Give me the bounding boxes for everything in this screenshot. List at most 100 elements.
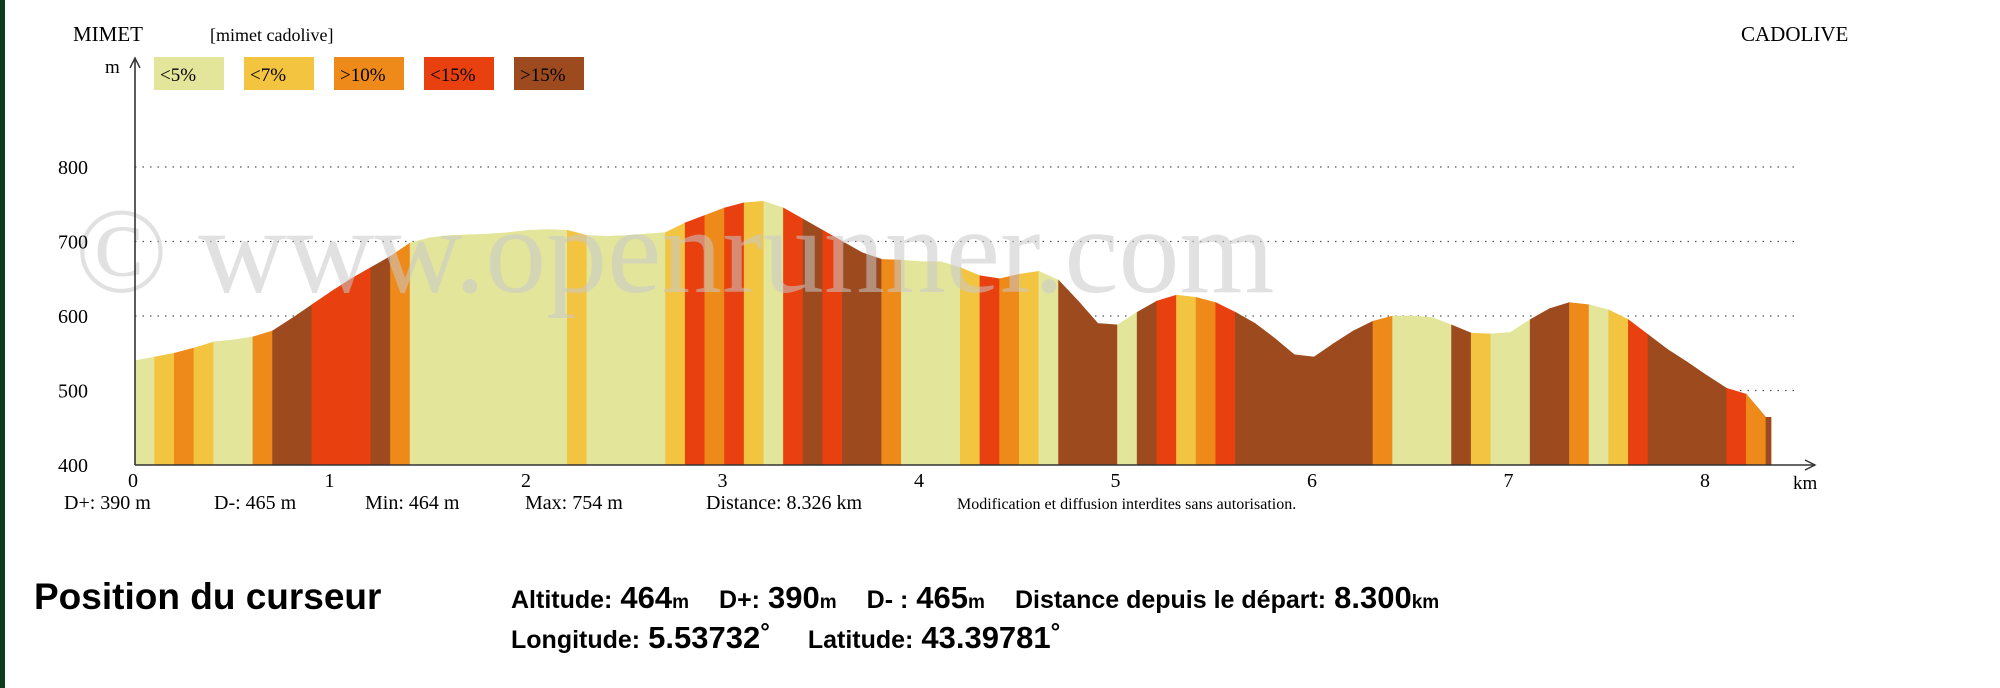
end-label: CADOLIVE — [1741, 22, 1848, 46]
elevation-segment — [1254, 322, 1275, 466]
elevation-segment — [1706, 375, 1727, 466]
dplus-label: D+: — [719, 586, 760, 614]
stat-min: Min: 464 m — [365, 492, 460, 514]
elevation-segment — [1726, 387, 1747, 466]
legend-swatch — [424, 57, 494, 90]
watermark: © www.openrunner.com — [75, 184, 1274, 319]
legend-label: <5% — [160, 65, 196, 86]
dminus-label: D- : — [866, 586, 909, 614]
elevation-segment — [1274, 337, 1295, 466]
elevation-segment — [193, 341, 214, 466]
legend-swatch — [154, 57, 224, 90]
elevation-segment — [1588, 304, 1610, 466]
x-tick-label: 1 — [325, 470, 335, 492]
x-tick-label: 4 — [914, 470, 924, 492]
latitude-value: 43.39781 — [921, 620, 1051, 655]
elevation-segment — [1470, 332, 1492, 466]
elevation-segment — [1411, 315, 1433, 466]
y-tick-label: 700 — [58, 232, 88, 254]
dminus-value: 465 — [916, 580, 969, 615]
legend: <5% <7% >10% <15% >15% — [154, 57, 584, 90]
longitude-degree: ° — [760, 619, 770, 646]
legend-label: >15% — [520, 65, 566, 86]
legend-swatch — [244, 57, 314, 90]
elevation-segment — [1549, 302, 1570, 466]
elevation-segment — [1294, 354, 1315, 466]
dminus-unit: m — [968, 592, 985, 613]
y-axis-label: m — [105, 57, 120, 78]
x-tick-label: 2 — [521, 470, 531, 492]
elevation-segment — [134, 356, 155, 466]
stats-line: D+: 390 m D-: 465 m Min: 464 m Max: 754 … — [64, 492, 1296, 514]
elevation-segment — [1313, 342, 1334, 466]
elevation-segment — [232, 336, 254, 466]
elevation-segment — [1195, 296, 1217, 466]
elevation-segment — [1647, 334, 1668, 466]
stat-distance: Distance: 8.326 km — [706, 492, 863, 514]
elevation-segment — [1392, 315, 1413, 466]
elevation-segment — [1353, 320, 1374, 466]
cursor-line-1: Altitude: 464m D+: 390m D- :465m Distance dep… — [511, 580, 1469, 616]
distance-unit: km — [1411, 592, 1440, 613]
x-tick-label: 0 — [128, 470, 138, 492]
legend-label: >10% — [340, 65, 386, 86]
elevation-segment — [1117, 311, 1138, 466]
y-tick-label: 800 — [58, 157, 88, 179]
dplus-value: 390 — [768, 580, 820, 615]
latitude-degree: ° — [1050, 619, 1061, 646]
longitude-value: 5.53732 — [648, 620, 761, 655]
elevation-segment — [1687, 361, 1708, 466]
y-tick-labels: 400 500 600 700 800 — [58, 157, 88, 477]
elevation-segment — [174, 347, 195, 466]
elevation-segment — [1490, 332, 1511, 466]
elevation-segment — [1156, 294, 1177, 466]
elevation-segment — [1372, 315, 1393, 466]
y-tick-label: 600 — [58, 306, 88, 328]
elevation-segment — [1431, 317, 1452, 466]
x-tick-labels: 0 1 2 3 4 5 6 7 8 — [128, 470, 1710, 492]
elevation-segment — [1136, 300, 1158, 466]
x-tick-label: 7 — [1504, 470, 1514, 492]
x-axis-arrow — [1804, 459, 1817, 471]
elevation-segment — [291, 304, 313, 466]
elevation-segment — [1510, 319, 1531, 466]
altitude-value: 464 — [620, 580, 673, 615]
elevation-segment — [272, 317, 293, 466]
legend-swatch — [334, 57, 404, 90]
cursor-line-2: Longitude: 5.53732° Latitude: 43.39781° — [511, 619, 1098, 656]
elevation-segment — [154, 352, 175, 466]
dplus-unit: m — [819, 592, 837, 613]
cursor-panel-title: Position du curseur — [34, 576, 382, 617]
distance-label: Distance depuis le départ: — [1014, 586, 1327, 614]
start-label: MIMET — [73, 22, 143, 46]
elevation-chart[interactable]: © www.openrunner.com m km 40050060070080… — [0, 0, 2000, 560]
altitude-unit: m — [672, 592, 690, 613]
latitude-label: Latitude: — [807, 626, 914, 654]
elevation-segment — [1235, 311, 1256, 466]
elevation-segment — [1608, 309, 1629, 466]
elevation-segment — [213, 339, 234, 466]
elevation-segment — [1451, 324, 1472, 466]
x-tick-label: 3 — [718, 470, 728, 492]
legend-label: <15% — [430, 65, 476, 86]
elevation-area[interactable] — [134, 200, 1772, 466]
elevation-segment — [1569, 302, 1590, 466]
y-axis-arrow — [129, 56, 141, 69]
x-axis-label: km — [1793, 473, 1818, 494]
altitude-label: Altitude: — [511, 586, 613, 614]
y-tick-label: 400 — [58, 455, 88, 477]
stat-d-minus: D-: 465 m — [214, 492, 297, 514]
elevation-segment — [1628, 319, 1649, 466]
elevation-segment — [252, 330, 273, 466]
elevation-segment — [1667, 348, 1688, 466]
x-tick-label: 5 — [1111, 470, 1121, 492]
cursor-panel: Position du curseur Altitude: 464m D+: 390m… — [0, 560, 2000, 688]
stat-max: Max: 754 m — [525, 492, 623, 514]
stat-d-plus: D+: 390 m — [64, 492, 151, 514]
route-label: [mimet cadolive] — [210, 25, 333, 45]
elevation-segment — [1215, 302, 1236, 466]
x-tick-label: 6 — [1307, 470, 1317, 492]
elevation-segment — [1077, 300, 1099, 466]
longitude-label: Longitude: — [511, 626, 641, 654]
left-border — [0, 0, 5, 688]
